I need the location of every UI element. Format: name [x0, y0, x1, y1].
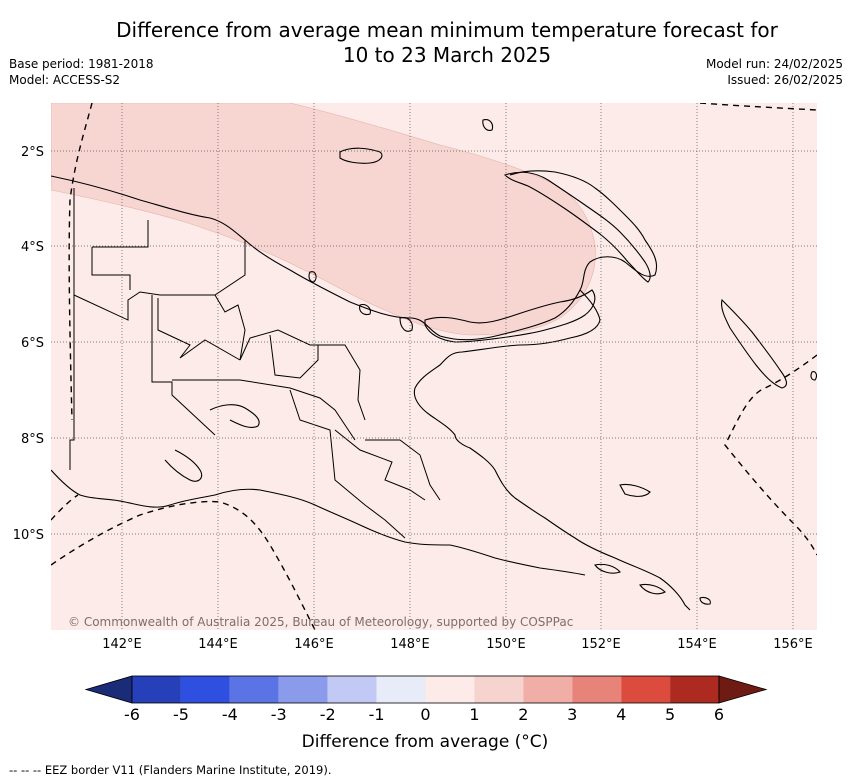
title-line-1: Difference from average mean minimum tem… [116, 18, 778, 42]
colorbar-tick-labels: -6 -5 -4 -3 -2 -1 0 1 2 3 4 5 6 [124, 705, 724, 724]
eez-legend-note: -- -- -- EEZ border V11 (Flanders Marine… [9, 763, 332, 777]
colorbar-tick-label: -1 [369, 705, 385, 724]
meta-left: Base period: 1981-2018 Model: ACCESS-S2 [9, 56, 154, 88]
lat-tick-label: 2°S [21, 145, 44, 160]
colorbar-tick-label: 5 [665, 705, 675, 724]
anomaly-region [51, 103, 596, 336]
eez-borders [51, 103, 817, 630]
model-name: Model: ACCESS-S2 [9, 73, 121, 87]
title-line-2: 10 to 23 March 2025 [342, 43, 552, 67]
copyright-text: © Commonwealth of Australia 2025, Bureau… [68, 615, 573, 629]
colorbar-bin [278, 676, 328, 703]
lon-tick-label: 146°E [294, 637, 334, 652]
colorbar-bin [180, 676, 230, 703]
lon-tick-label: 154°E [677, 637, 717, 652]
lon-tick-label: 150°E [486, 637, 526, 652]
lon-tick-label: 156°E [773, 637, 813, 652]
lat-tick-label: 10°S [13, 528, 44, 543]
colorbar-tick-label: -6 [124, 705, 140, 724]
colorbar-tick-label: 6 [714, 705, 724, 724]
coastline [51, 119, 817, 611]
colorbar-label: Difference from average (°C) [301, 732, 549, 752]
colorbar-bin [572, 676, 622, 703]
lon-tick-label: 148°E [390, 637, 430, 652]
colorbar-bin [132, 676, 181, 703]
lon-tick-label: 142°E [102, 637, 142, 652]
lon-tick-label: 144°E [198, 637, 238, 652]
lat-tick-label: 8°S [21, 432, 44, 447]
lat-tick-label: 6°S [21, 336, 44, 351]
colorbar-bin [376, 676, 426, 703]
map-title: Difference from average mean minimum tem… [0, 18, 850, 68]
colorbar-bin [621, 676, 671, 703]
colorbar-bin [229, 676, 279, 703]
colorbar-tick-label: -2 [320, 705, 336, 724]
base-period: Base period: 1981-2018 [9, 57, 154, 71]
colorbar-bin [425, 676, 475, 703]
colorbar-tick-label: 1 [469, 705, 479, 724]
colorbar-tick-label: -3 [271, 705, 287, 724]
colorbar-tick-label: 3 [567, 705, 577, 724]
colorbar-bin [474, 676, 524, 703]
colorbar-tick-label: 2 [518, 705, 528, 724]
colorbar-extend-max [718, 675, 768, 704]
borders [69, 188, 441, 539]
colorbar-tick-label: -5 [173, 705, 189, 724]
lon-tick-label: 152°E [581, 637, 621, 652]
colorbar-bin [327, 676, 377, 703]
model-run: Model run: 24/02/2025 [705, 57, 843, 71]
lat-tick-label: 4°S [21, 240, 44, 255]
colorbar-bins [84, 675, 768, 704]
meta-right: Model run: 24/02/2025 Issued: 26/02/2025 [706, 56, 843, 88]
issued-date: Issued: 26/02/2025 [727, 73, 843, 87]
colorbar-bin [670, 676, 719, 703]
colorbar-tick-label: 4 [616, 705, 626, 724]
gridlines [51, 103, 817, 630]
colorbar-extend-min [84, 675, 133, 704]
colorbar-tick-label: -4 [222, 705, 238, 724]
colorbar-tick-label: 0 [420, 705, 430, 724]
colorbar-bin [523, 676, 573, 703]
